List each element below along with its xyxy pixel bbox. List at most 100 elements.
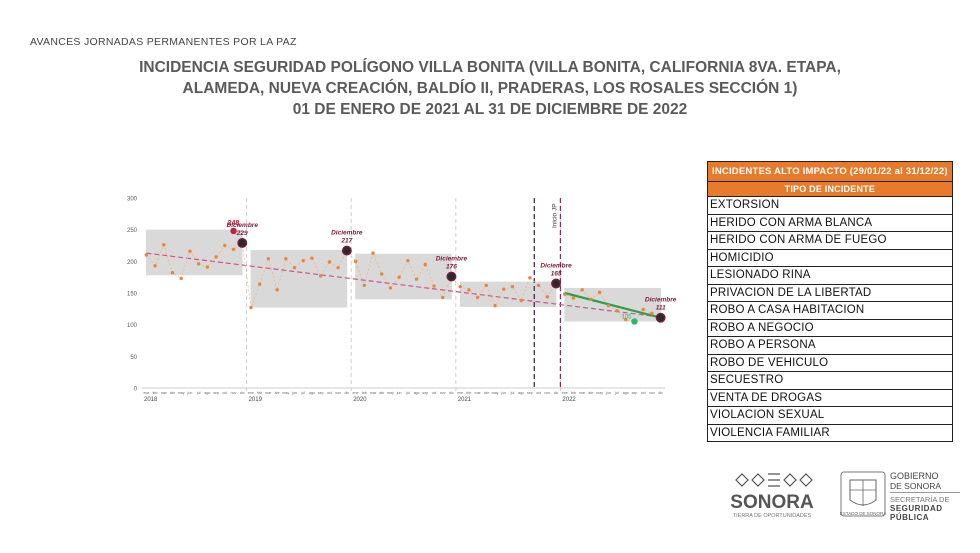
- year-label: 2021: [458, 397, 472, 403]
- sonora-diamond-icon: [735, 473, 813, 487]
- incident-type-row: LESIONADO RINA: [707, 266, 953, 285]
- highlight-point: [237, 238, 248, 248]
- data-point: [231, 247, 236, 251]
- incident-type-row: SECUESTRO: [707, 371, 953, 390]
- highlight-label: 248: [228, 220, 240, 227]
- incident-type-row: HERIDO CON ARMA DE FUEGO: [707, 231, 953, 250]
- x-tick-label: sep: [422, 391, 428, 395]
- x-tick-label: oct: [536, 391, 541, 395]
- incident-type-row: ROBO A PERSONA: [707, 336, 953, 355]
- page-title: INCIDENCIA SEGURIDAD POLÍGONO VILLA BONI…: [0, 57, 980, 120]
- x-tick-label: mar: [579, 391, 586, 395]
- x-tick-label: ago: [414, 391, 420, 395]
- data-point: [502, 287, 506, 291]
- year-label: 2022: [562, 397, 576, 403]
- highlight-point: [655, 312, 666, 323]
- data-point: [519, 298, 523, 303]
- sonora-wordmark: SONORA: [730, 492, 814, 513]
- data-point: [458, 284, 462, 289]
- gov-line-2: DE SONORA: [890, 481, 960, 493]
- data-point: [144, 253, 149, 257]
- data-point: [353, 259, 358, 264]
- highlight-label-line: Diciembre: [645, 297, 677, 304]
- data-point: [266, 257, 271, 261]
- data-point: [545, 295, 550, 299]
- data-point: [292, 265, 297, 270]
- highlight-label: Diciembre 217: [331, 230, 363, 245]
- x-tick-label: sep: [527, 391, 533, 395]
- data-point: [214, 255, 218, 259]
- x-tick-label: jul: [614, 391, 619, 395]
- year-band: [250, 249, 348, 308]
- x-tick-label: feb: [466, 391, 471, 395]
- x-tick-label: nov: [335, 391, 341, 395]
- x-tick-label: mar: [161, 391, 168, 395]
- highlight-point: [341, 245, 352, 256]
- x-tick-label: jul: [405, 391, 410, 395]
- highlight-label: Diciembre 111: [645, 297, 677, 312]
- year-band: [146, 229, 243, 276]
- x-tick-label: may: [492, 391, 499, 395]
- x-tick-label: oct: [641, 391, 646, 395]
- incident-table-header: INCIDENTES ALTO IMPACTO (29/01/22 al 31/…: [707, 161, 953, 182]
- data-point: [196, 262, 201, 266]
- highlight-label-line: Diciembre: [227, 222, 259, 229]
- data-point: [510, 284, 515, 289]
- min-data-point: [631, 318, 638, 325]
- data-point: [423, 262, 427, 267]
- overall-trend-line: [146, 252, 661, 318]
- gov-line-4b: PÚBLICA: [890, 513, 930, 522]
- x-tick-label: nov: [544, 391, 550, 395]
- sonora-tagline: TIERRA DE OPORTUNIDADES: [733, 513, 812, 519]
- x-tick-label: may: [282, 391, 289, 395]
- incident-table: INCIDENTES ALTO IMPACTO (29/01/22 al 31/…: [707, 161, 953, 442]
- data-point: [153, 264, 157, 268]
- highlight-label-line: Diciembre: [331, 230, 363, 237]
- x-tick-label: ene: [143, 391, 149, 395]
- incident-type-row: VIOLACION SEXUAL: [707, 406, 953, 425]
- highlight-label-line: 217: [340, 238, 352, 245]
- data-point: [179, 276, 183, 281]
- incident-type-row: HOMICIDIO: [707, 248, 953, 267]
- x-tick-label: ago: [623, 391, 629, 395]
- data-point: [528, 276, 532, 280]
- x-tick-label: dic: [240, 391, 245, 395]
- incident-type-row: VIOLENCIA FAMILIAR: [707, 423, 953, 442]
- title-line-3: 01 DE ENERO DE 2021 AL 31 DE DICIEMBRE D…: [292, 101, 688, 118]
- data-point: [597, 290, 602, 295]
- data-point: [563, 292, 567, 296]
- year-label: 2019: [249, 397, 263, 403]
- x-tick-label: may: [178, 391, 185, 395]
- x-tick-label: oct: [327, 391, 332, 395]
- data-point: [475, 295, 480, 300]
- data-point: [380, 272, 384, 276]
- x-tick-label: ene: [457, 391, 463, 395]
- y-tick-label: 100: [127, 323, 138, 329]
- x-tick-label: sep: [213, 391, 219, 395]
- y-tick-label: 150: [127, 292, 138, 298]
- jp-trend-line: [564, 291, 661, 319]
- x-tick-label: oct: [432, 391, 437, 395]
- data-point: [580, 288, 584, 292]
- data-point: [641, 307, 645, 312]
- year-band: [355, 253, 452, 300]
- data-point: [170, 271, 175, 275]
- seal-caption: ESTADO DE SONORA: [840, 511, 886, 516]
- highlight-label-line: 229: [236, 230, 248, 237]
- x-tick-label: may: [596, 391, 603, 395]
- x-tick-label: ene: [353, 391, 359, 395]
- x-tick-label: ago: [309, 391, 315, 395]
- x-tick-label: may: [387, 391, 394, 395]
- highlight-label-line: Diciembre: [436, 256, 468, 263]
- x-tick-label: dic: [554, 391, 559, 395]
- incident-type-row: EXTORSION: [707, 196, 953, 215]
- data-point: [310, 256, 314, 260]
- title-line-1: INCIDENCIA SEGURIDAD POLÍGONO VILLA BONI…: [139, 59, 841, 76]
- highlight-point: [446, 271, 457, 282]
- highlight-label-line: Diciembre: [540, 263, 572, 270]
- data-point: [162, 243, 166, 247]
- data-point: [484, 283, 489, 288]
- data-point: [327, 260, 332, 264]
- x-tick-label: abr: [275, 391, 281, 395]
